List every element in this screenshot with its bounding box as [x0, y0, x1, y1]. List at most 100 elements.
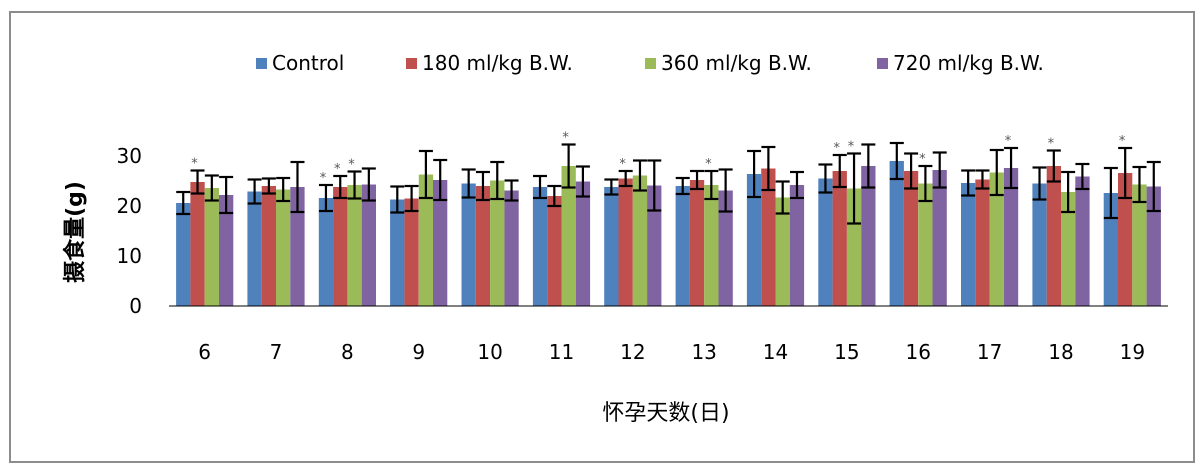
bar [461, 183, 476, 306]
error-bar [247, 178, 262, 205]
bar [1032, 183, 1047, 306]
bar [333, 187, 348, 306]
error-bar [1103, 166, 1118, 220]
error-bar [504, 179, 519, 202]
bar [1146, 186, 1161, 306]
legend-label: 720 ml/kg B.W. [893, 51, 1044, 75]
error-bar [632, 159, 647, 192]
error-bar [1132, 165, 1147, 204]
error-bar [618, 169, 633, 188]
error-bar [704, 169, 719, 201]
bar [418, 174, 434, 306]
bar [361, 184, 376, 306]
bar [746, 174, 762, 306]
bar [490, 180, 505, 306]
bar [532, 187, 548, 306]
bar [561, 166, 576, 306]
error-bar [176, 190, 191, 216]
significance-star: * [348, 158, 355, 173]
bar [347, 185, 362, 306]
significance-star: * [320, 171, 327, 186]
error-bar [647, 159, 662, 212]
bar [575, 181, 591, 306]
bar [1118, 173, 1133, 306]
error-bar [533, 174, 548, 200]
x-tick-label: 17 [977, 340, 1002, 364]
bar [903, 171, 919, 306]
bar [832, 171, 847, 306]
error-bar [832, 153, 847, 189]
bar [647, 185, 662, 306]
error-bar [361, 167, 376, 202]
x-tick-label: 15 [834, 340, 859, 364]
x-tick-label: 9 [412, 340, 425, 364]
y-axis-title: 摄食量(g) [62, 181, 88, 283]
bar [404, 198, 419, 306]
bar [775, 197, 790, 306]
error-bar [276, 176, 291, 203]
y-tick-label: 30 [117, 144, 142, 168]
bar [318, 198, 334, 306]
legend-swatch [406, 58, 417, 69]
bar [1061, 192, 1076, 306]
bar [989, 172, 1004, 306]
significance-star: * [1005, 134, 1012, 149]
significance-star: * [1119, 134, 1126, 149]
error-bar [775, 180, 790, 215]
bar [433, 180, 448, 306]
error-bar [761, 145, 776, 192]
significance-star: * [191, 157, 198, 172]
x-axis-title: 怀孕天数(日) [602, 401, 729, 426]
x-tick-label: 6 [198, 340, 211, 364]
bar [219, 195, 234, 306]
error-bar [433, 158, 448, 202]
legend-label: Control [272, 51, 344, 75]
bar [1103, 193, 1118, 306]
error-bar [690, 169, 705, 191]
x-tick-label: 12 [620, 340, 645, 364]
bar [504, 190, 519, 306]
bar [761, 168, 776, 306]
x-tick-label: 18 [1048, 340, 1073, 364]
bar [961, 183, 976, 306]
bar [789, 185, 805, 306]
error-bar [404, 184, 419, 213]
x-tick-label: 13 [691, 340, 716, 364]
significance-star: * [562, 131, 569, 146]
legend-swatch [256, 58, 267, 69]
bar [618, 178, 633, 306]
error-bar [190, 169, 205, 195]
error-bar [1004, 146, 1019, 190]
significance-star: * [334, 162, 341, 177]
error-bar [461, 168, 476, 199]
significance-star: * [619, 157, 626, 172]
bar [247, 191, 262, 306]
error-bar [1146, 160, 1161, 213]
error-bar [604, 178, 619, 196]
bar [889, 161, 904, 306]
error-bar [347, 170, 362, 200]
error-bar [333, 174, 348, 200]
error-bar [975, 169, 990, 190]
error-bar [961, 169, 976, 197]
bar [1132, 184, 1147, 306]
bar [932, 170, 947, 306]
significance-star: * [705, 157, 712, 172]
bar [390, 199, 405, 306]
bar [276, 189, 291, 306]
significance-star: * [833, 141, 840, 156]
error-bar [561, 143, 576, 189]
error-bar [490, 160, 505, 201]
bar [704, 185, 719, 306]
legend: Control 180 ml/kg B.W. 360 ml/kg B.W. 720 m… [256, 51, 1044, 75]
error-bar [889, 141, 904, 181]
error-bar [219, 175, 234, 215]
error-bar [390, 185, 405, 214]
error-bar [989, 148, 1004, 197]
bar [1075, 176, 1090, 306]
x-tick-label: 11 [549, 340, 574, 364]
legend-label: 360 ml/kg B.W. [661, 51, 812, 75]
bar [204, 188, 219, 306]
bar [604, 187, 619, 306]
